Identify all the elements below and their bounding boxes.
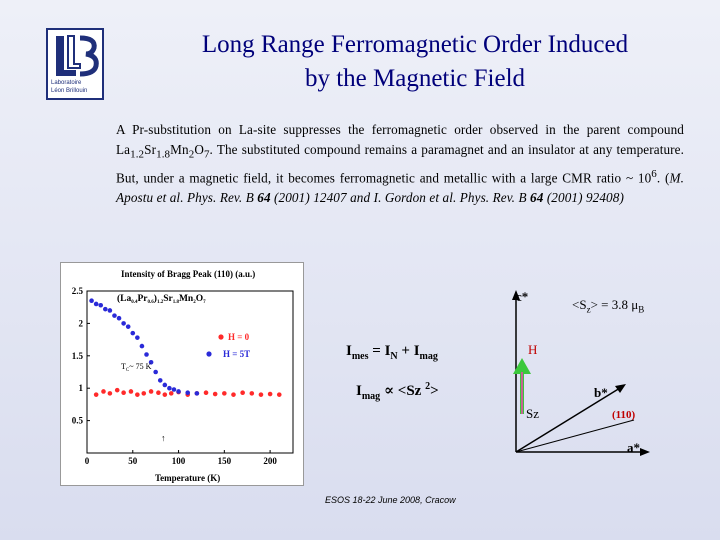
- page-title: Long Range Ferromagnetic Order Induced b…: [120, 28, 710, 96]
- x-tick-label: 0: [85, 456, 90, 466]
- compound-label: (La0.4Pr0.6)1.2Sr1.8Mn2O7: [117, 293, 206, 305]
- bragg-peak-chart: Intensity of Bragg Peak (110) (a.u.) 0 50…: [60, 262, 304, 486]
- data-point-series-0: [107, 391, 113, 396]
- data-point-series-1: [171, 387, 177, 392]
- data-point-series-1: [93, 301, 99, 307]
- y-tick-label: 2.5: [72, 286, 84, 296]
- data-point-series-0: [276, 392, 282, 397]
- h-arrowhead: [513, 358, 531, 374]
- data-point-series-0: [203, 390, 209, 396]
- data-point-series-1: [162, 382, 168, 388]
- y-tick-label: 1.5: [72, 351, 84, 361]
- legend-h0-marker: [218, 334, 224, 340]
- data-point-series-1: [116, 315, 122, 321]
- title-line2: by the Magnetic Field: [304, 65, 526, 92]
- y-tick-label: 0.5: [72, 416, 84, 426]
- data-point-series-0: [156, 390, 161, 396]
- logo-line1: Laboratoire: [51, 80, 82, 86]
- data-point-series-1: [112, 313, 117, 318]
- b-axis: [515, 387, 621, 453]
- data-point-series-1: [89, 298, 94, 304]
- title-line1: Long Range Ferromagnetic Order Induced: [201, 31, 629, 58]
- data-point-series-1: [153, 369, 158, 375]
- llb-logo-mark: [56, 35, 99, 77]
- chart-title: Intensity of Bragg Peak (110) (a.u.): [121, 269, 255, 279]
- data-point-series-0: [222, 391, 227, 396]
- data-point-series-1: [185, 390, 191, 396]
- data-point-series-0: [148, 389, 154, 394]
- legend-h5t-label: H = 5T: [223, 349, 250, 359]
- logo-line2: Léon Brillouin: [51, 88, 88, 94]
- data-point-series-1: [176, 389, 181, 394]
- a-axis-arrowhead: [640, 448, 650, 456]
- data-point-series-0: [121, 390, 126, 396]
- chart-svg: Intensity of Bragg Peak (110) (a.u.) 0 50…: [72, 269, 294, 483]
- x-tick-label: 50: [128, 456, 138, 466]
- data-point-series-1: [121, 321, 126, 326]
- h-label: H: [528, 342, 538, 357]
- x-tick-label: 150: [218, 456, 232, 466]
- equation-imes: Imes = IN + Imag: [346, 343, 438, 362]
- data-point-series-0: [141, 391, 147, 396]
- data-point-series-1: [148, 359, 154, 365]
- data-point-series-0: [231, 392, 236, 397]
- data-point-series-0: [93, 392, 99, 397]
- equation-imag: Imag ∝ <Sz 2>: [356, 381, 439, 402]
- data-point-series-1: [139, 343, 145, 349]
- tc-arrow: ↑: [161, 433, 166, 443]
- data-point-series-1: [144, 352, 149, 357]
- data-point-series-1: [125, 324, 131, 329]
- c-axis-arrowhead: [512, 290, 520, 300]
- data-point-series-1: [135, 335, 140, 340]
- q-vector: [515, 419, 635, 453]
- data-point-series-0: [162, 392, 168, 397]
- legend-h5t-marker: [206, 351, 212, 357]
- data-point-series-0: [212, 391, 218, 397]
- sz-label: Sz: [526, 406, 539, 421]
- data-point-series-1: [157, 378, 163, 383]
- data-point-series-0: [249, 391, 255, 396]
- c-star-label: c*: [516, 289, 529, 304]
- data-point-series-1: [103, 306, 108, 312]
- hkl-label: (110): [612, 409, 636, 421]
- scattering-diagram: [512, 290, 650, 456]
- data-point-series-1: [107, 308, 113, 313]
- footer-conference: ESOS 18-22 June 2008, Cracow: [325, 495, 456, 505]
- data-point-series-0: [267, 391, 273, 397]
- y-tick-label: 2: [79, 318, 84, 328]
- y-tick-label: 1: [79, 383, 84, 393]
- data-point-series-1: [167, 385, 172, 391]
- plot-frame: [86, 290, 294, 454]
- data-point-series-1: [98, 302, 104, 308]
- data-point-series-0: [114, 387, 120, 393]
- data-point-series-0: [128, 389, 134, 394]
- description-paragraph: A Pr-substitution on La-site suppresses …: [116, 122, 684, 205]
- data-point-series-0: [240, 390, 245, 396]
- b-star-label: b*: [594, 385, 608, 400]
- x-axis-label: Temperature (K): [155, 473, 220, 483]
- data-point-series-0: [258, 392, 264, 397]
- llb-logo: Laboratoire Léon Brillouin: [46, 28, 104, 100]
- a-star-label: a*: [627, 440, 640, 455]
- data-point-series-0: [135, 392, 140, 397]
- data-point-series-0: [168, 391, 174, 396]
- sz-moment-label: <Sz> = 3.8 μB: [572, 297, 645, 315]
- x-tick-label: 100: [172, 456, 186, 466]
- data-point-series-1: [194, 391, 200, 396]
- x-tick-label: 200: [263, 456, 277, 466]
- b-axis-arrowhead: [615, 384, 626, 393]
- legend-h0-label: H = 0: [228, 332, 250, 342]
- data-point-series-1: [130, 330, 136, 336]
- tc-label: TC~ 75 K: [121, 362, 152, 373]
- data-point-series-0: [101, 389, 106, 394]
